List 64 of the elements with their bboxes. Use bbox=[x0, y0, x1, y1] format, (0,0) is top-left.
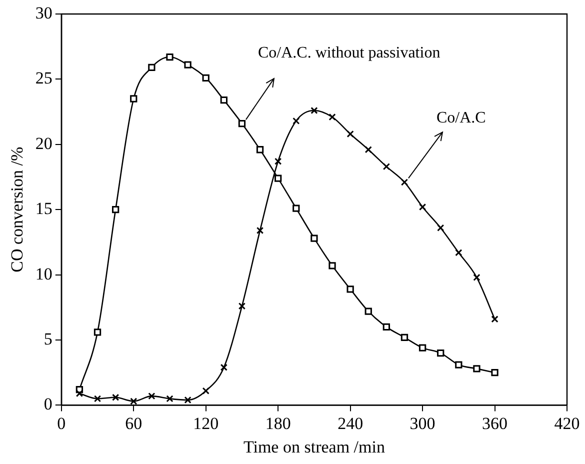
point bbox=[310, 106, 318, 114]
x-tick-label: 0 bbox=[57, 414, 66, 433]
point bbox=[437, 349, 444, 357]
point bbox=[292, 117, 300, 125]
point bbox=[418, 203, 426, 211]
x-tick-label: 60 bbox=[125, 414, 142, 433]
y-tick-label: 30 bbox=[35, 3, 52, 22]
point bbox=[328, 262, 336, 270]
point bbox=[418, 344, 426, 352]
x-tick-label: 240 bbox=[338, 414, 364, 433]
point bbox=[364, 308, 372, 315]
y-tick-label: 10 bbox=[35, 264, 52, 284]
x-tick-label: 360 bbox=[482, 414, 508, 433]
text: Co/A.C. without passivation bbox=[258, 44, 440, 62]
point bbox=[274, 158, 282, 165]
point bbox=[256, 226, 264, 234]
point bbox=[184, 61, 192, 68]
y-tick-label: 20 bbox=[35, 134, 52, 153]
point bbox=[94, 328, 102, 336]
point bbox=[400, 334, 408, 341]
x-tick-label: 180 bbox=[265, 414, 291, 433]
point bbox=[346, 130, 354, 138]
point bbox=[166, 53, 174, 61]
point bbox=[364, 146, 372, 154]
point bbox=[148, 392, 156, 400]
point bbox=[130, 95, 138, 102]
point bbox=[202, 74, 210, 82]
point bbox=[112, 206, 120, 214]
point bbox=[491, 369, 498, 376]
point bbox=[274, 174, 282, 182]
x-tick-label: 420 bbox=[554, 414, 580, 433]
point bbox=[400, 178, 408, 186]
x-tick-label: 120 bbox=[193, 414, 219, 433]
point bbox=[220, 96, 228, 104]
point bbox=[437, 224, 444, 232]
point bbox=[310, 234, 318, 242]
y-tick-label: 0 bbox=[44, 394, 52, 414]
point bbox=[455, 249, 462, 256]
point bbox=[202, 387, 210, 394]
point bbox=[220, 364, 228, 371]
point bbox=[382, 323, 390, 331]
point bbox=[112, 394, 120, 401]
point bbox=[292, 204, 300, 212]
point bbox=[473, 274, 480, 281]
x-axis-title: Time on stream /min bbox=[243, 437, 386, 456]
text: Co/A.C bbox=[436, 109, 486, 126]
point bbox=[94, 395, 102, 402]
point bbox=[256, 146, 264, 154]
point bbox=[328, 113, 336, 121]
point bbox=[238, 120, 246, 128]
point bbox=[382, 162, 390, 170]
point bbox=[455, 361, 462, 368]
point bbox=[184, 396, 192, 404]
y-tick-label: 5 bbox=[44, 329, 52, 348]
point bbox=[166, 395, 174, 402]
y-axis-title: CO conversion /% bbox=[8, 146, 27, 272]
point bbox=[148, 64, 156, 72]
point bbox=[473, 365, 480, 372]
y-tick-label: 15 bbox=[35, 199, 52, 218]
point bbox=[238, 302, 246, 310]
x-tick-label: 300 bbox=[410, 414, 436, 433]
point bbox=[346, 286, 354, 293]
point bbox=[491, 316, 498, 323]
y-tick-label: 25 bbox=[35, 68, 52, 88]
